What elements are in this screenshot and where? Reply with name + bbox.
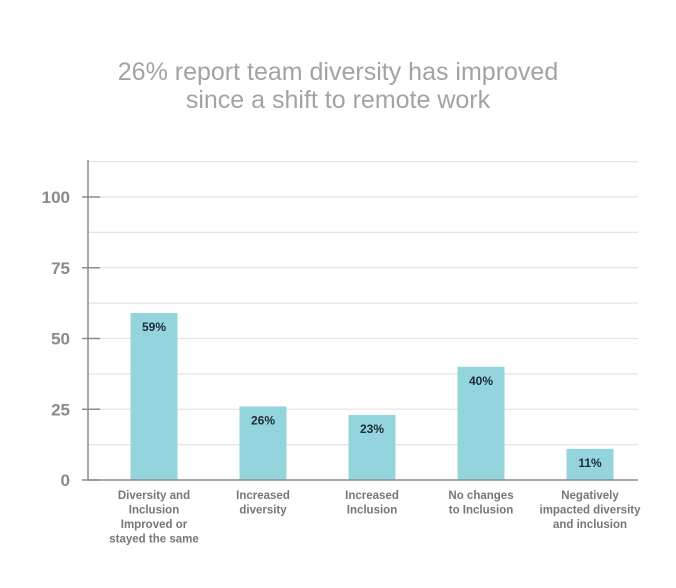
bar [239, 406, 287, 480]
x-tick-label-line: Negatively [561, 490, 619, 502]
x-tick-label: No changes to Inclusion [448, 490, 513, 517]
data-label: 59% [142, 320, 166, 334]
x-tick-label-line: Inclusion [347, 505, 397, 517]
data-label: 23% [360, 422, 384, 436]
x-tick-label-line: to Inclusion [449, 505, 514, 517]
x-tick-label-line: Improved or [121, 519, 188, 531]
gridlines [88, 161, 638, 446]
chart-title: 26% report team diversity has improved s… [118, 58, 558, 114]
x-tick-label-line: Diversity and [118, 490, 190, 502]
y-tick-label: 0 [61, 471, 70, 490]
data-label: 26% [251, 413, 275, 427]
x-tick-label: Increased diversity [236, 490, 290, 517]
bar [130, 313, 178, 480]
y-tick-label: 50 [51, 330, 70, 349]
y-tick-labels: 0 25 50 75 100 [42, 188, 70, 490]
x-tick-label-line: stayed the same [109, 534, 199, 546]
x-tick-label-line: No changes [448, 490, 513, 502]
data-label: 11% [578, 456, 602, 470]
data-label: 40% [469, 374, 493, 388]
axes [82, 160, 638, 481]
bar [348, 414, 396, 480]
bar [457, 366, 505, 480]
x-tick-label-line: Increased [236, 490, 290, 502]
x-tick-label-line: Increased [345, 490, 399, 502]
y-tick-label: 75 [51, 259, 70, 278]
x-tick-label-line: and inclusion [553, 519, 627, 531]
x-tick-label-line: diversity [239, 505, 287, 517]
x-tick-label: Diversity and Inclusion Improved or stayed … [109, 490, 199, 546]
data-labels: 59% 26% 23% 40% 11% [142, 320, 602, 470]
x-tick-label: Increased Inclusion [345, 490, 399, 517]
bars [130, 313, 614, 480]
x-tick-label-line: impacted diversity [540, 505, 642, 517]
chart-title-line-1: 26% report team diversity has improved [118, 58, 558, 86]
bar [566, 448, 614, 480]
x-tick-label: Negatively impacted diversity and inclusio… [540, 490, 642, 531]
chart-title-line-2: since a shift to remote work [186, 86, 491, 114]
x-tick-label-line: Inclusion [129, 505, 179, 517]
y-tick-label: 25 [51, 400, 70, 419]
y-tick-label: 100 [42, 188, 70, 207]
x-tick-labels: Diversity and Inclusion Improved or stayed … [109, 490, 641, 546]
